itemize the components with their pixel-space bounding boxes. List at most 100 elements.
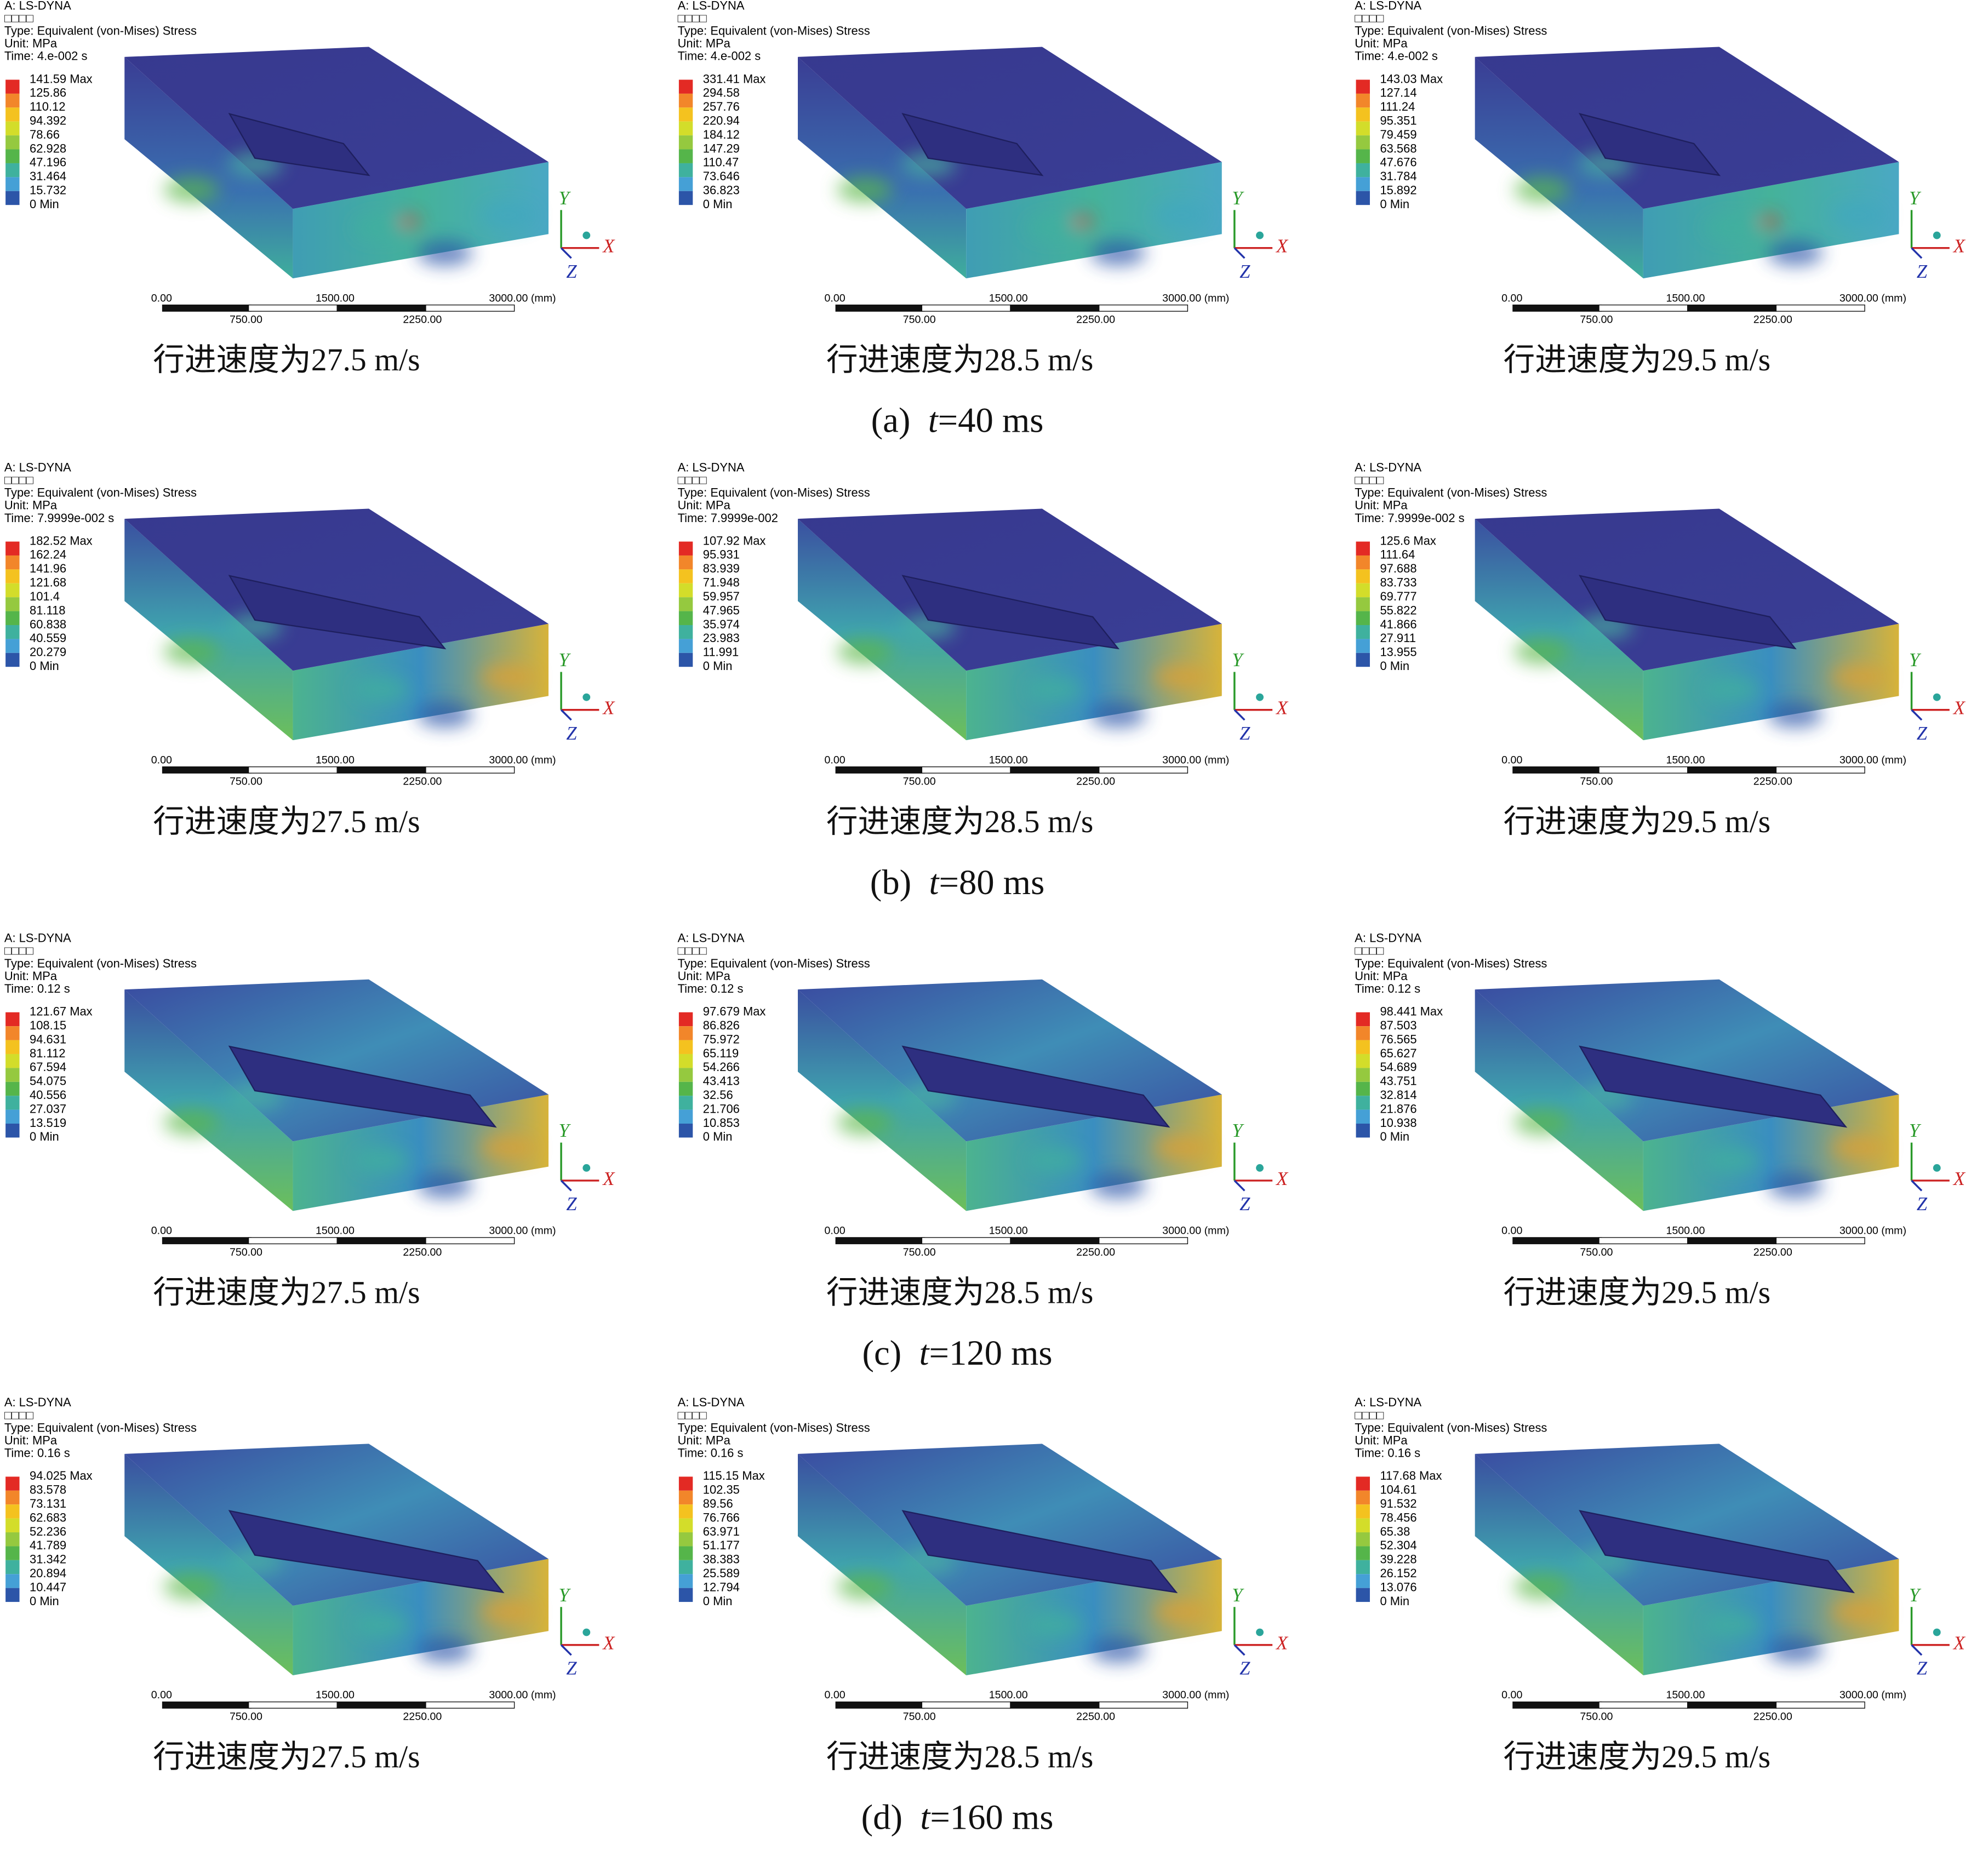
legend-label: 10.938 — [1380, 1116, 1416, 1130]
header-line: A: LS-DYNA — [678, 931, 745, 945]
block-right-face — [966, 623, 1222, 741]
header-line: Time: 0.16 s — [678, 1446, 744, 1460]
legend-label: 95.931 — [703, 548, 740, 562]
stress-patch — [1514, 1574, 1570, 1600]
legend-swatch — [678, 149, 693, 163]
scale-segment — [1687, 766, 1777, 774]
scale-label: 1500.00 — [1666, 1689, 1705, 1701]
legend-label: 89.56 — [703, 1497, 733, 1510]
legend-label: 107.92 Max — [703, 534, 766, 547]
legend-label: 97.688 — [1380, 562, 1416, 575]
scale-label: 750.00 — [903, 776, 936, 788]
legend-swatch — [678, 597, 693, 611]
excavation-cut — [228, 1510, 505, 1594]
legend-swatch — [1356, 555, 1370, 570]
row-caption: (d) t=160 ms — [861, 1797, 1054, 1836]
legend-label: 111.24 — [1380, 100, 1415, 113]
scale-segment — [248, 1701, 338, 1709]
legend-label: 23.983 — [703, 631, 740, 645]
stress-patch — [163, 177, 220, 203]
axis-label-z: Z — [1239, 1658, 1250, 1679]
block-left-face — [124, 989, 293, 1211]
scale-label: 1500.00 — [1666, 292, 1705, 304]
legend-label: 38.383 — [703, 1553, 740, 1566]
legend-label: 115.15 Max — [703, 1469, 765, 1482]
legend-swatch — [678, 611, 693, 625]
legend-swatch — [1356, 625, 1370, 639]
legend-label: 71.948 — [703, 576, 740, 589]
stress-patch — [1767, 702, 1823, 728]
stress-patch — [1153, 1599, 1209, 1625]
block-left-face — [124, 56, 293, 279]
axis-label-x: X — [1952, 236, 1966, 257]
axis-z — [1233, 709, 1246, 721]
legend-swatch — [678, 1546, 693, 1560]
legend-label: 65.119 — [703, 1046, 739, 1060]
scale-segment — [835, 1701, 925, 1709]
row-label: (d) — [861, 1797, 902, 1836]
scale-segment — [1775, 304, 1865, 312]
scale-segment — [248, 766, 338, 774]
axis-origin — [1256, 1628, 1264, 1636]
stress-patch — [416, 1173, 473, 1199]
legend-swatch — [5, 1054, 20, 1068]
legend-label: 39.228 — [1380, 1553, 1416, 1566]
legend-label: 182.52 Max — [30, 534, 93, 547]
header-line: Type: Equivalent (von-Mises) Stress — [1355, 1421, 1547, 1434]
scale-segment — [425, 304, 515, 312]
legend-swatch — [678, 1109, 693, 1124]
stress-patch — [163, 1109, 220, 1135]
legend-swatch — [1356, 107, 1370, 122]
scale-label: 3000.00 (mm) — [1840, 754, 1906, 766]
axis-origin — [1256, 693, 1264, 701]
stress-patch — [1090, 1173, 1146, 1199]
legend-swatch — [1356, 1040, 1370, 1054]
header-line: A: LS-DYNA — [678, 460, 745, 474]
legend-label: 32.814 — [1380, 1088, 1416, 1102]
scale-label: 750.00 — [230, 314, 262, 326]
legend-swatch — [5, 1109, 20, 1124]
legend-label: 0 Min — [703, 197, 733, 211]
excavation-cut — [901, 1045, 1170, 1128]
scale-segment — [1775, 766, 1865, 774]
header-line: □□□□ — [1355, 1408, 1384, 1422]
axis-label-z: Z — [566, 1194, 577, 1215]
stress-patch — [1704, 1612, 1760, 1638]
stress-patch — [416, 1637, 473, 1663]
legend-label: 31.342 — [30, 1553, 66, 1566]
legend-label: 31.784 — [1380, 169, 1416, 183]
scale-label: 3000.00 (mm) — [1162, 1689, 1229, 1701]
scale-label: 1500.00 — [316, 1689, 355, 1701]
legend-swatch — [1356, 149, 1370, 163]
legend-swatch — [678, 93, 693, 108]
stress-patch — [1767, 1173, 1823, 1199]
legend-label: 65.38 — [1380, 1525, 1410, 1538]
legend-swatch — [5, 569, 20, 583]
header-line: □□□□ — [1355, 11, 1384, 25]
header-line: Type: Equivalent (von-Mises) Stress — [678, 1421, 870, 1434]
legend-swatch — [1356, 1504, 1370, 1519]
header-line: Unit: MPa — [4, 37, 58, 50]
scale-label: 750.00 — [1580, 314, 1613, 326]
legend-swatch — [5, 135, 20, 150]
legend-label: 27.037 — [30, 1102, 66, 1115]
header-line: A: LS-DYNA — [4, 1395, 71, 1409]
scale-label: 2250.00 — [403, 776, 442, 788]
legend-label: 162.24 — [30, 548, 66, 562]
legend-label: 111.64 — [1380, 548, 1415, 562]
row-value: =160 ms — [930, 1797, 1053, 1836]
legend-label: 91.532 — [1380, 1497, 1416, 1510]
axis-z — [1911, 247, 1923, 259]
legend-label: 43.413 — [703, 1074, 740, 1088]
legend-label: 62.928 — [30, 141, 66, 155]
scale-label: 750.00 — [230, 1710, 262, 1722]
legend-label: 27.911 — [1380, 631, 1415, 645]
excavation-cut — [228, 113, 370, 176]
legend-label: 220.94 — [703, 114, 740, 128]
stress-patch — [1767, 1637, 1823, 1663]
scale-label: 750.00 — [1580, 1710, 1613, 1722]
axis-z — [1233, 1644, 1246, 1656]
legend-label: 0 Min — [30, 197, 59, 211]
stress-patch — [1830, 1599, 1887, 1625]
legend-label: 63.568 — [1380, 141, 1416, 155]
